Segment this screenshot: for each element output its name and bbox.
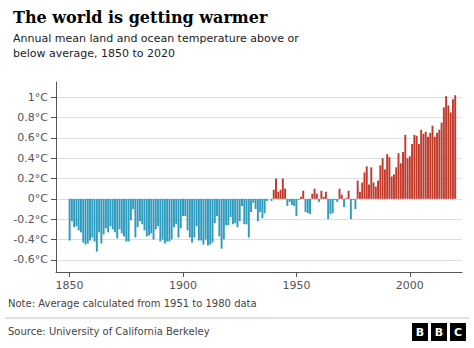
svg-text:1900: 1900 (169, 279, 197, 292)
svg-text:-0.2°C: -0.2°C (13, 213, 48, 226)
svg-text:B: B (435, 326, 443, 339)
svg-text:1850: 1850 (56, 279, 84, 292)
svg-text:0.6°C: 0.6°C (17, 131, 48, 144)
svg-text:0.4°C: 0.4°C (17, 152, 48, 165)
svg-text:Note: Average calculated from: Note: Average calculated from 1951 to 19… (8, 298, 257, 309)
svg-text:below average, 1850 to 2020: below average, 1850 to 2020 (13, 47, 175, 60)
svg-text:B: B (416, 326, 424, 339)
svg-text:0.2°C: 0.2°C (17, 172, 48, 185)
svg-text:C: C (454, 326, 462, 339)
svg-text:0°C: 0°C (28, 192, 48, 205)
svg-text:2000: 2000 (396, 279, 424, 292)
svg-text:-0.6°C: -0.6°C (13, 253, 48, 266)
svg-text:1950: 1950 (282, 279, 310, 292)
svg-text:-0.4°C: -0.4°C (13, 233, 48, 246)
svg-text:Source: University of Californ: Source: University of California Berkele… (8, 326, 210, 337)
svg-text:Annual mean land and ocean tem: Annual mean land and ocean temperature a… (13, 32, 299, 45)
svg-text:0.8°C: 0.8°C (17, 111, 48, 124)
svg-text:1°C: 1°C (28, 91, 48, 104)
svg-text:The world is getting warmer: The world is getting warmer (13, 8, 268, 27)
